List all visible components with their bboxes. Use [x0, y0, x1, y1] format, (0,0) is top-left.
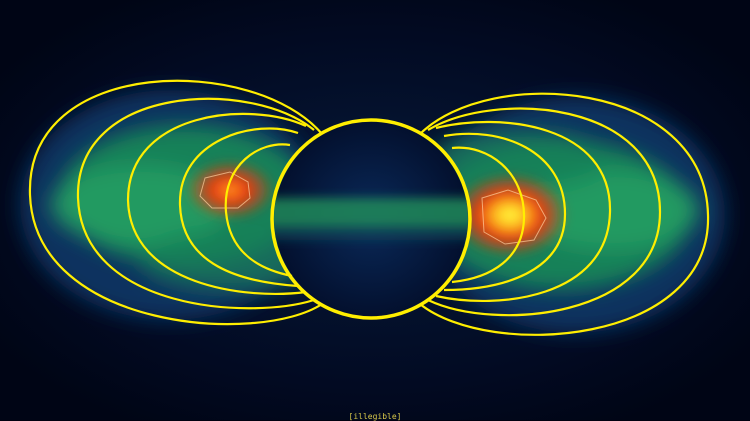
planet-disk	[274, 122, 468, 316]
planet-outline	[270, 118, 472, 320]
magnetic-field-lines	[28, 79, 710, 336]
image-caption: [illegible]	[348, 412, 402, 421]
hot-spots	[185, 160, 568, 257]
